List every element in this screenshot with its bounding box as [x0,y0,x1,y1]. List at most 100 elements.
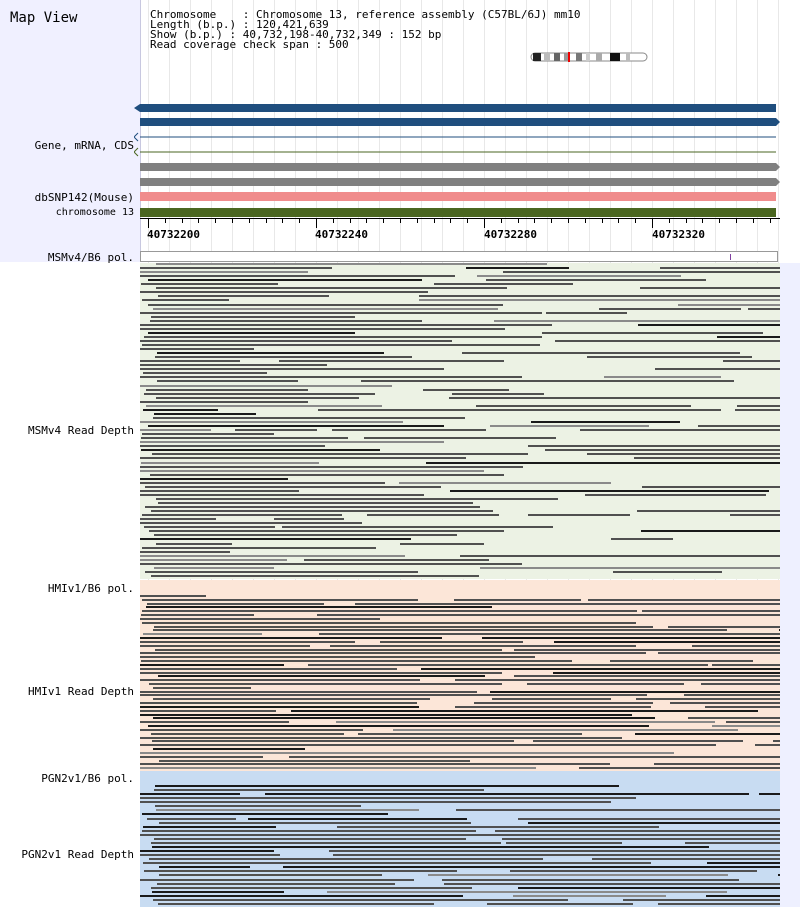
sequence-read [156,809,419,811]
sequence-read [712,725,800,727]
sequence-read [154,534,457,536]
dbsnp-bar [140,192,776,201]
sequence-read [154,413,256,415]
sequence-read [482,637,800,639]
sequence-read [265,793,749,795]
sequence-read [157,380,298,382]
ruler-label: 40732240 [315,228,368,241]
sequence-read [502,838,800,840]
ruler-tick [736,218,737,223]
sequence-read [289,756,800,758]
sequence-read [140,368,444,370]
sequence-read [542,332,763,334]
sequence-read [364,437,556,439]
sequence-read [140,793,240,795]
sequence-read [399,482,611,484]
sequence-read [140,895,463,897]
sequence-read [604,376,721,378]
hmi-depth-track[interactable] [140,595,800,771]
sequence-read [462,352,740,354]
sequence-read [144,393,375,395]
ruler-tick [652,218,653,228]
ruler-tick [568,218,569,223]
sequence-read [486,279,706,281]
sequence-read [140,457,466,459]
header-label-panel [0,0,141,262]
sequence-read [158,903,434,905]
sequence-read [658,652,800,654]
sequence-read [149,530,504,532]
sequence-read [151,887,472,889]
sequence-read [149,858,543,860]
sequence-read [336,721,715,723]
sequence-read [142,344,540,346]
ruler-tick [534,218,536,223]
ruler-tick [467,218,469,223]
sequence-read [613,571,722,573]
track-label-msm-pol: MSMv4/B6 pol. [47,251,134,264]
ruler-tick [416,218,418,223]
ruler-tick [383,218,385,223]
sequence-read [151,316,355,318]
sequence-read [611,538,673,540]
sequence-read [140,679,420,681]
sequence-read [140,702,417,704]
sequence-read [141,449,380,451]
sequence-read [151,575,479,577]
ruler-tick [601,218,603,223]
sequence-read [490,691,800,693]
sequence-read [140,376,522,378]
sequence-read [658,903,800,905]
sequence-read [367,514,499,516]
ruler-tick [349,218,351,223]
sequence-read [279,360,504,362]
sequence-read [513,895,666,897]
sequence-read [157,883,395,885]
sequence-read [153,899,568,901]
hmi-pol-track [140,580,780,595]
sequence-read [155,805,361,807]
sequence-read [717,336,786,338]
sequence-read [400,543,484,545]
sequence-read [452,393,544,395]
sequence-read [487,903,633,905]
pgn-depth-track[interactable] [140,785,800,907]
sequence-read [655,368,797,370]
right-scroll-strip[interactable] [780,263,800,907]
sequence-read [140,518,216,520]
sequence-read [140,691,477,693]
sequence-read [337,826,659,828]
sequence-read [636,698,800,700]
sequence-read [723,360,800,362]
sequence-read [585,494,766,496]
sequence-read [142,622,636,624]
sequence-read [455,706,651,708]
gene-bar-1 [134,104,776,112]
sequence-read [329,850,796,852]
sequence-read [393,729,738,731]
sequence-read [456,809,800,811]
ruler-tick [450,218,452,223]
ruler-tick [500,218,502,223]
sequence-read [140,721,289,723]
info-show: Show (b.p.) : 40,732,198-40,732,349 : 15… [150,28,442,41]
sequence-read [140,490,299,492]
sequence-read [140,801,611,803]
sequence-read [361,380,734,382]
sequence-read [153,717,655,719]
sequence-read [140,559,287,561]
ruler-tick [215,218,217,223]
track-label-panel: Map View Gene, mRNA, CDS dbSNP142(Mouse)… [0,0,141,907]
sequence-read [623,899,800,901]
sequence-read [610,660,753,662]
msm-depth-track[interactable] [140,263,800,579]
sequence-read [140,656,535,658]
sequence-read [668,626,800,628]
sequence-read [148,725,649,727]
chromosome-ideogram[interactable] [530,52,648,62]
sequence-read [159,822,471,824]
sequence-read [159,760,470,762]
sequence-read [145,571,418,573]
sequence-read [454,599,581,601]
sequence-read [642,486,800,488]
